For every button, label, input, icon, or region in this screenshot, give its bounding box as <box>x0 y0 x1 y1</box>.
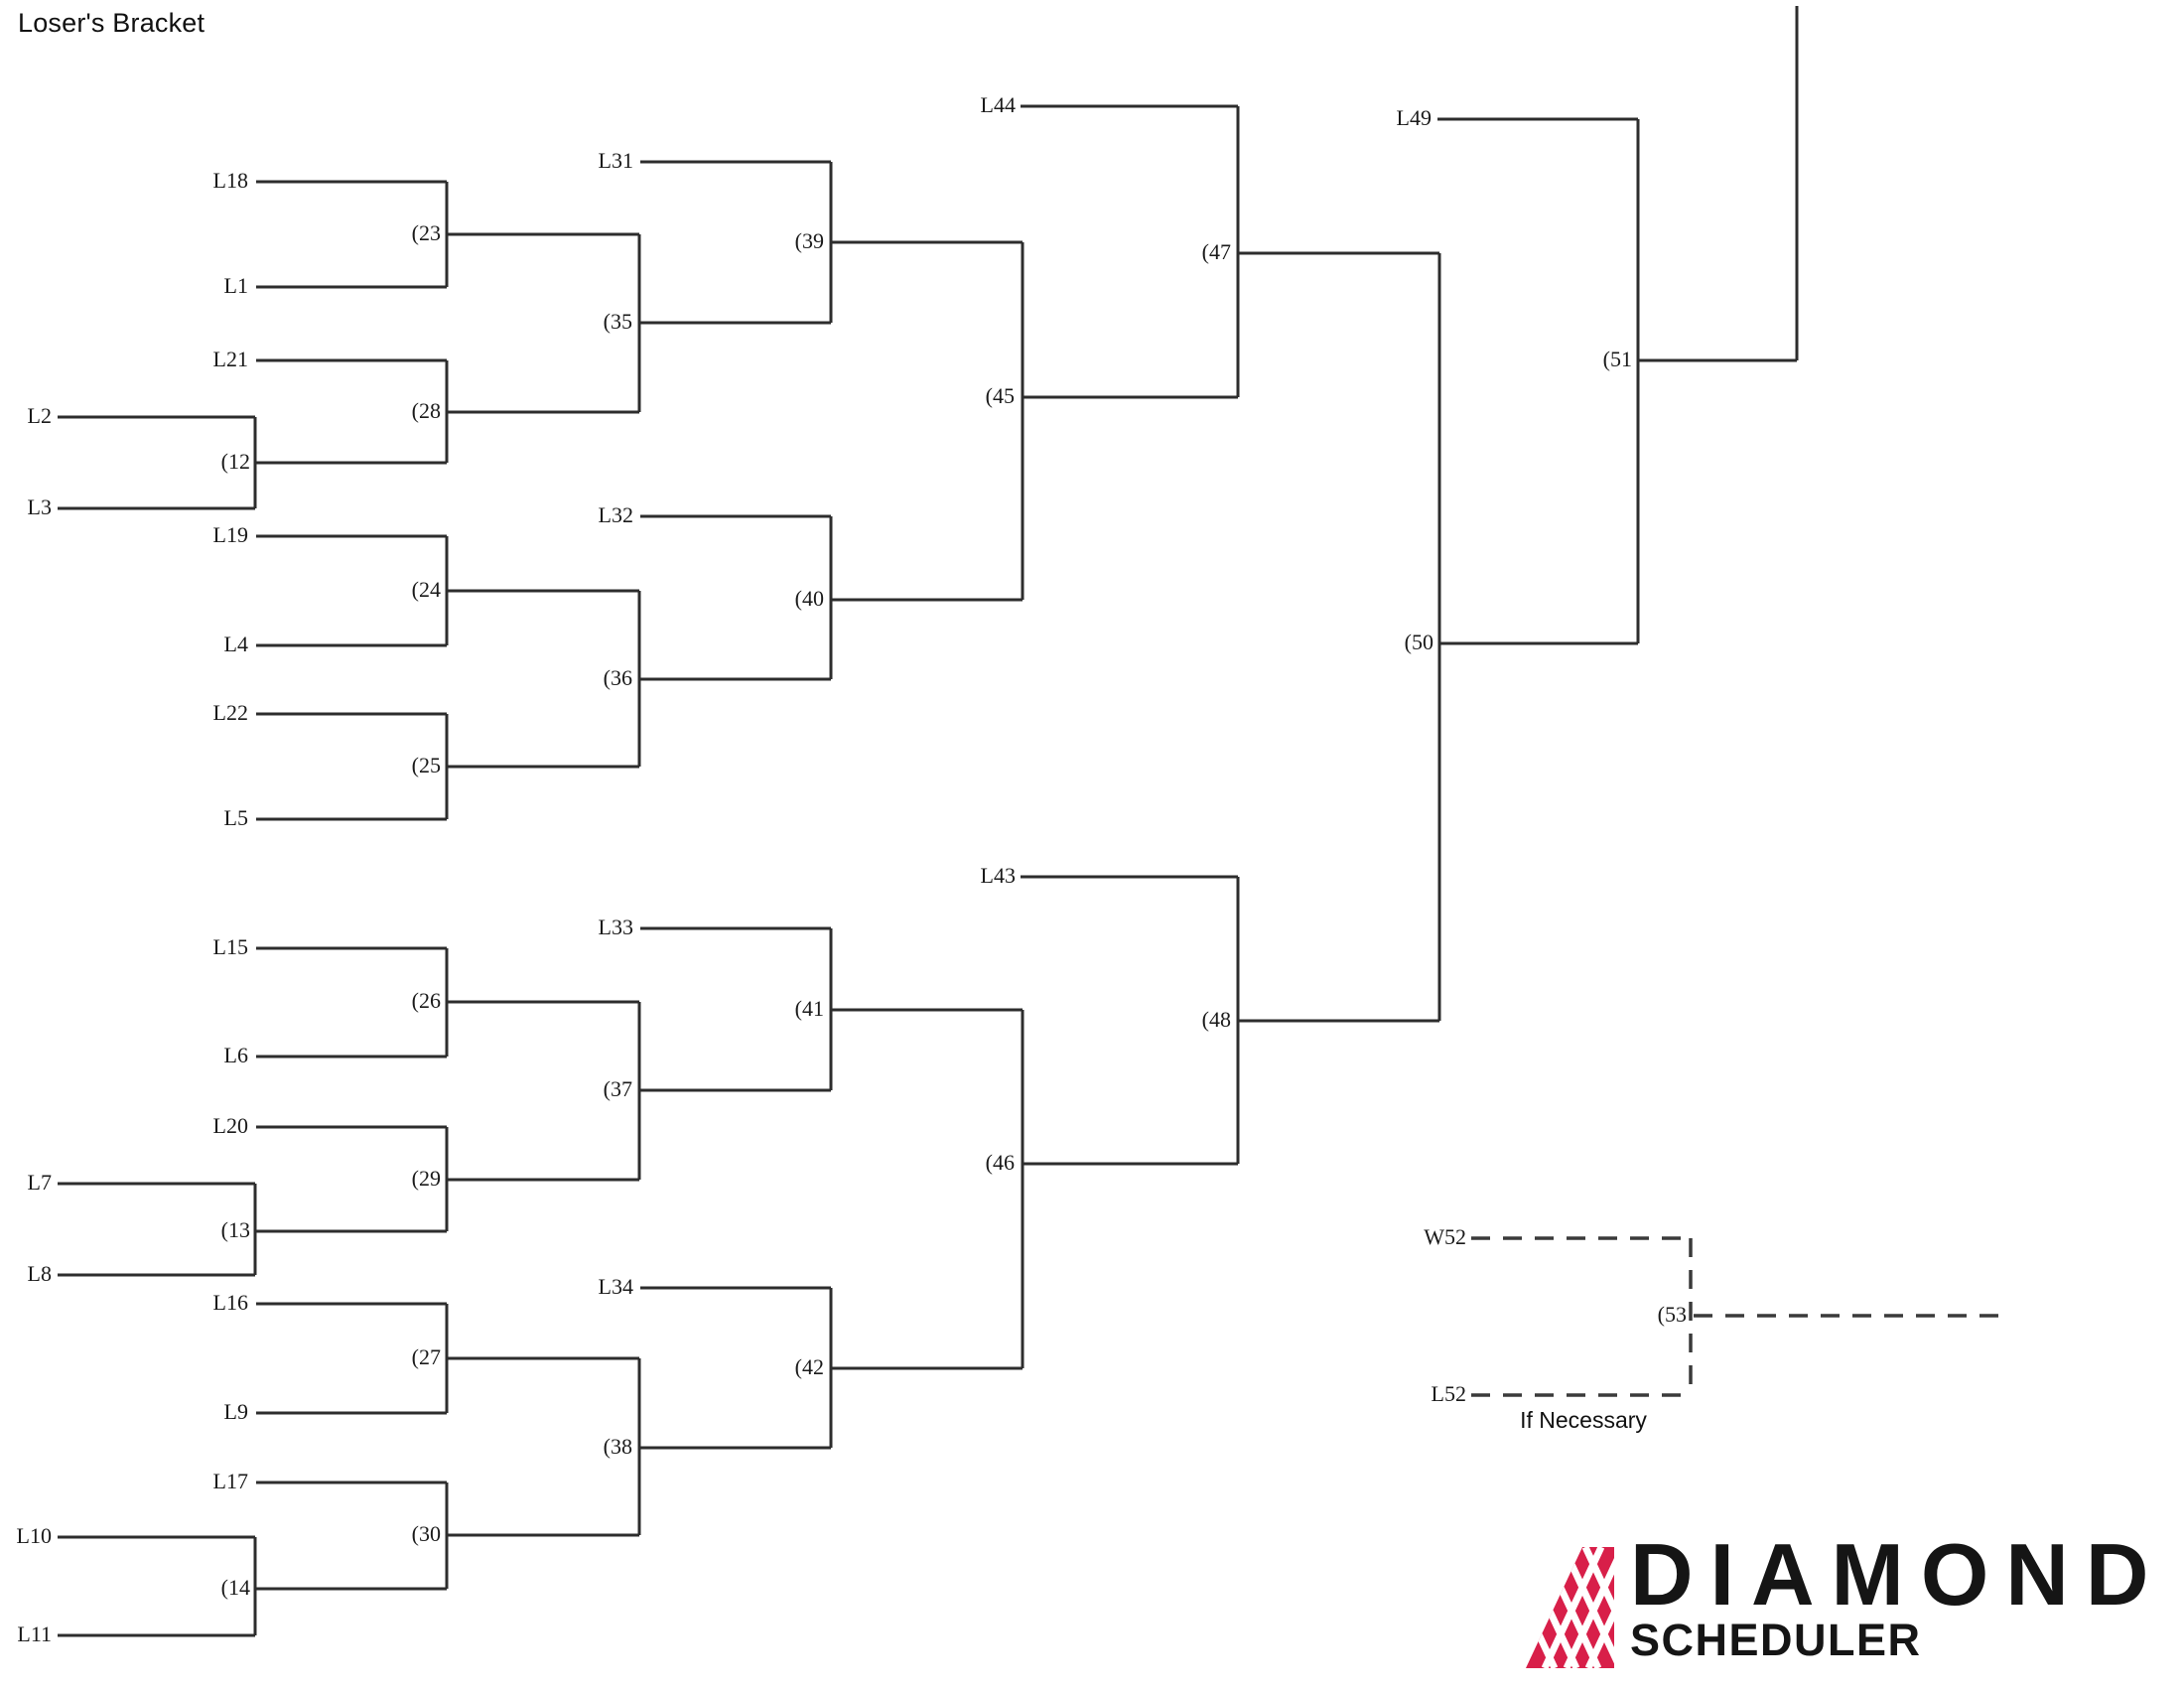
game-label-24: (24 <box>412 577 441 602</box>
game-label-14: (14 <box>221 1575 250 1600</box>
game-label-12: (12 <box>221 449 250 474</box>
game-label-23: (23 <box>412 220 441 245</box>
game-label-28: (28 <box>412 398 441 423</box>
diamond-logo-mark-icon <box>1526 1547 1614 1668</box>
label-L16: L16 <box>213 1290 248 1315</box>
label-L17: L17 <box>213 1469 248 1493</box>
label-L15: L15 <box>213 934 248 959</box>
game-label-46: (46 <box>986 1150 1015 1175</box>
label-L11: L11 <box>17 1622 52 1646</box>
label-L7: L7 <box>28 1170 52 1195</box>
label-L52: L52 <box>1432 1381 1466 1406</box>
game-label-41: (41 <box>795 996 824 1021</box>
game-label-42: (42 <box>795 1354 824 1379</box>
label-L32: L32 <box>599 502 633 527</box>
label-L5: L5 <box>224 805 248 830</box>
label-L10: L10 <box>17 1523 52 1548</box>
label-L31: L31 <box>599 148 633 173</box>
label-L4: L4 <box>224 632 248 656</box>
game-label-39: (39 <box>795 228 824 253</box>
label-L2: L2 <box>28 403 52 428</box>
if-necessary-label: If Necessary <box>1520 1407 1647 1433</box>
game-label-45: (45 <box>986 383 1015 408</box>
game-label-35: (35 <box>604 309 632 334</box>
game-label-27: (27 <box>412 1344 441 1369</box>
game-label-36: (36 <box>604 665 632 690</box>
logo-text: DIAMOND SCHEDULER <box>1630 1525 2166 1665</box>
label-L21: L21 <box>213 347 248 371</box>
label-L43: L43 <box>981 863 1016 888</box>
game-label-40: (40 <box>795 586 824 611</box>
game-label-51: (51 <box>1603 347 1632 371</box>
game-label-30: (30 <box>412 1521 441 1546</box>
page-title: Loser's Bracket <box>18 8 205 38</box>
game-label-48: (48 <box>1202 1007 1231 1032</box>
game-label-13: (13 <box>221 1217 250 1242</box>
label-L22: L22 <box>213 700 248 725</box>
label-L33: L33 <box>599 915 633 939</box>
game-label-26: (26 <box>412 988 441 1013</box>
game-label-53: (53 <box>1658 1302 1687 1327</box>
label-L44: L44 <box>981 92 1016 117</box>
game-label-50: (50 <box>1405 630 1433 654</box>
label-L3: L3 <box>28 494 52 519</box>
label-L20: L20 <box>213 1113 248 1138</box>
label-L18: L18 <box>213 168 248 193</box>
label-L1: L1 <box>224 273 248 298</box>
diamond-scheduler-logo: DIAMOND SCHEDULER <box>1525 1525 2166 1669</box>
game-label-29: (29 <box>412 1166 441 1191</box>
label-L49: L49 <box>1397 105 1432 130</box>
label-L19: L19 <box>213 522 248 547</box>
game-label-37: (37 <box>604 1076 632 1101</box>
game-label-47: (47 <box>1202 239 1231 264</box>
label-L9: L9 <box>224 1399 248 1424</box>
label-W52: W52 <box>1424 1224 1466 1249</box>
label-L8: L8 <box>28 1261 52 1286</box>
logo-word-scheduler: SCHEDULER <box>1630 1615 1922 1665</box>
label-L34: L34 <box>599 1274 633 1299</box>
game-label-25: (25 <box>412 753 441 777</box>
logo-word-diamond: DIAMOND <box>1630 1525 2166 1623</box>
game-label-38: (38 <box>604 1434 632 1459</box>
label-L6: L6 <box>224 1043 248 1067</box>
